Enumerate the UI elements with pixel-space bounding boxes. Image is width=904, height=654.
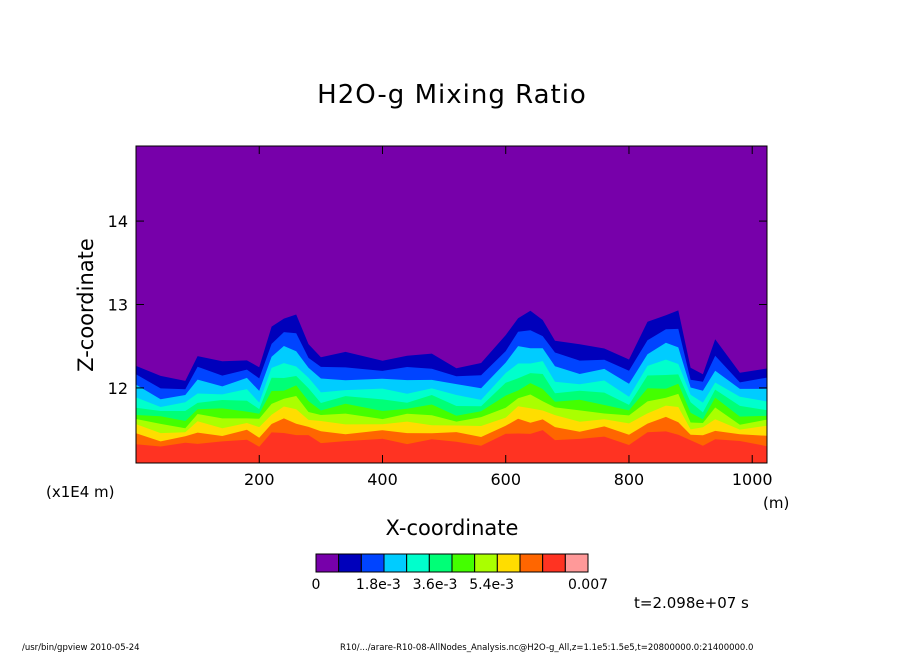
colorbar-label: 0.007 [568, 577, 608, 593]
colorbar-swatch [542, 553, 566, 573]
colorbar [315, 553, 589, 573]
y-tick-label: 13 [108, 296, 128, 315]
colorbar-swatch [406, 553, 430, 573]
colorbar-swatch [564, 553, 589, 573]
x-tick-label: 400 [367, 470, 398, 489]
contour-band [136, 430, 767, 463]
colorbar-swatch [496, 553, 521, 573]
x-tick-label: 1000 [732, 470, 773, 489]
y-tick-label: 12 [108, 379, 128, 398]
colorbar-swatch [474, 553, 498, 573]
colorbar-swatch [360, 553, 385, 573]
colorbar-label: 1.8e-3 [356, 577, 401, 593]
plot-area: 200 400 600 800 1000 12 13 14 [108, 145, 773, 489]
colorbar-swatch [451, 553, 476, 573]
colorbar-labels: 0 1.8e-3 3.6e-3 5.4e-3 0.007 [312, 577, 609, 593]
y-axis-label: Z-coordinate [74, 238, 98, 372]
x-tick-label: 200 [244, 470, 275, 489]
footer-right: R10/.../arare-R10-08-AllNodes_Analysis.n… [340, 643, 753, 653]
colorbar-swatch [428, 553, 453, 573]
x-axis-ticks: 200 400 600 800 1000 [244, 146, 773, 489]
footer-left: /usr/bin/gpview 2010-05-24 [22, 643, 140, 653]
y-scale-note: (x1E4 m) [46, 483, 115, 501]
x-tick-label: 600 [490, 470, 521, 489]
x-tick-label: 800 [614, 470, 645, 489]
colorbar-label: 0 [312, 577, 321, 593]
contour-bands [136, 310, 767, 463]
x-unit-label: (m) [763, 494, 789, 512]
colorbar-label: 3.6e-3 [413, 577, 458, 593]
colorbar-swatch [383, 553, 408, 573]
y-tick-label: 14 [108, 212, 128, 231]
colorbar-label: 5.4e-3 [469, 577, 514, 593]
y-axis-ticks: 12 13 14 [108, 212, 767, 398]
time-label: t=2.098e+07 s [634, 594, 749, 612]
colorbar-swatch [519, 553, 544, 573]
colorbar-swatch [315, 553, 340, 573]
colorbar-swatch [338, 553, 362, 573]
chart-title: H2O-g Mixing Ratio [317, 80, 587, 110]
x-axis-label: X-coordinate [386, 516, 519, 540]
